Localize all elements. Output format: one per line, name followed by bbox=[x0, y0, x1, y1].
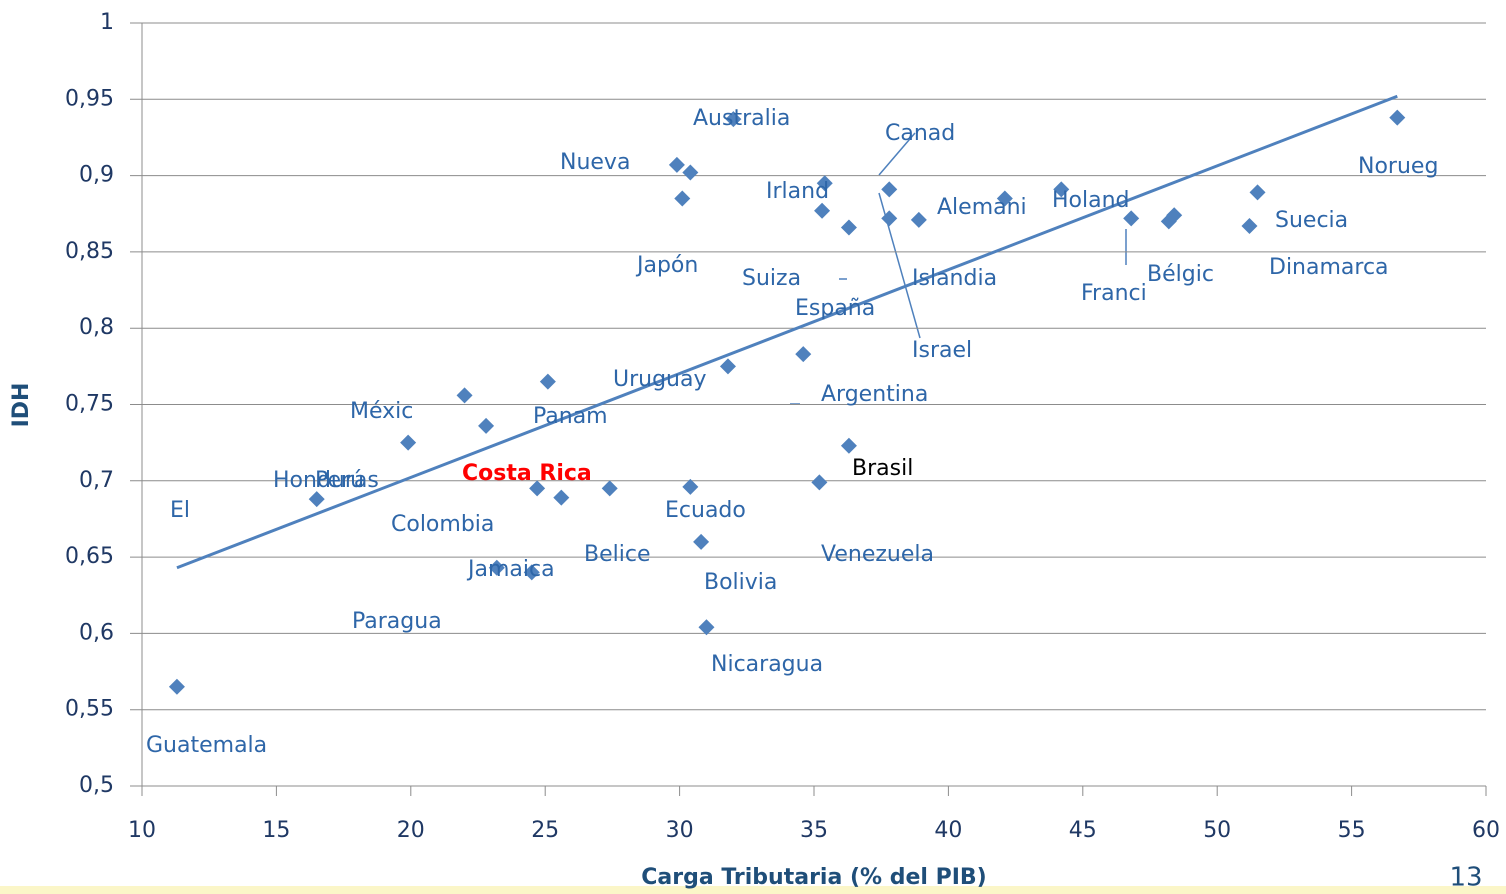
point bbox=[456, 387, 473, 404]
point bbox=[601, 480, 618, 497]
y-tick-label: 0,5 bbox=[79, 773, 114, 798]
point-label: Costa Rica bbox=[462, 461, 592, 486]
point-label: Canad bbox=[885, 121, 955, 146]
point-label: Venezuela bbox=[821, 542, 934, 567]
point bbox=[308, 491, 325, 508]
y-tick-label: 0,85 bbox=[65, 239, 114, 264]
point-label: Argentina bbox=[821, 382, 928, 407]
point-label: Guatemala bbox=[146, 733, 267, 758]
point bbox=[881, 210, 898, 227]
point-label: Bélgic bbox=[1147, 262, 1214, 287]
point bbox=[682, 164, 699, 181]
x-tick-label: 55 bbox=[1338, 818, 1366, 843]
y-tick-label: 1 bbox=[100, 10, 114, 35]
point bbox=[553, 489, 570, 506]
point-label: Nueva bbox=[560, 150, 630, 175]
point-label: Israel bbox=[912, 338, 972, 363]
y-tick-label: 0,65 bbox=[65, 544, 114, 569]
point bbox=[698, 619, 715, 636]
point-label: Franci bbox=[1081, 281, 1147, 306]
footer-strip bbox=[0, 886, 1506, 894]
y-tick-label: 0,55 bbox=[65, 697, 114, 722]
point-label: Ecuado bbox=[665, 498, 746, 523]
point-label: Méxic bbox=[350, 399, 413, 424]
x-tick-label: 45 bbox=[1069, 818, 1097, 843]
point bbox=[725, 111, 742, 128]
point-label: Honduras bbox=[273, 468, 379, 493]
y-tick-label: 0,75 bbox=[65, 392, 114, 417]
point-label: Holand bbox=[1052, 188, 1130, 213]
point-label: Dinamarca bbox=[1269, 255, 1389, 280]
point bbox=[539, 373, 556, 390]
point-label: Uruguay bbox=[613, 367, 707, 392]
y-tick-label: 0,95 bbox=[65, 86, 114, 111]
x-tick-label: 25 bbox=[531, 818, 559, 843]
x-tick-label: 20 bbox=[397, 818, 425, 843]
point-label: Colombia bbox=[391, 512, 494, 537]
point bbox=[488, 559, 505, 576]
point bbox=[693, 533, 710, 550]
point bbox=[910, 211, 927, 228]
x-axis-title: Carga Tributaria (% del PIB) bbox=[641, 865, 987, 890]
point bbox=[1160, 213, 1177, 230]
point bbox=[478, 417, 495, 434]
y-axis-title: IDH bbox=[9, 383, 34, 428]
x-tick-label: 35 bbox=[800, 818, 828, 843]
point-label: España bbox=[795, 296, 875, 321]
point bbox=[816, 175, 833, 192]
point bbox=[719, 358, 736, 375]
point bbox=[682, 478, 699, 495]
point-label: Irland bbox=[766, 179, 829, 204]
point bbox=[668, 156, 685, 173]
point-label: Norueg bbox=[1358, 154, 1438, 179]
point bbox=[840, 219, 857, 236]
y-tick-label: 0,9 bbox=[79, 163, 114, 188]
x-tick-label: 30 bbox=[666, 818, 694, 843]
x-tick-label: 10 bbox=[128, 818, 156, 843]
point-label: Alemani bbox=[937, 195, 1027, 220]
point bbox=[1123, 210, 1140, 227]
point-label: El bbox=[170, 498, 190, 523]
point-label: Perú bbox=[315, 468, 364, 493]
point bbox=[1241, 217, 1258, 234]
x-tick-label: 40 bbox=[934, 818, 962, 843]
x-tick-label: 50 bbox=[1203, 818, 1231, 843]
trend-line bbox=[176, 94, 1398, 570]
point-label: Panam bbox=[533, 404, 608, 429]
point bbox=[881, 181, 898, 198]
point bbox=[814, 202, 831, 219]
point bbox=[523, 564, 540, 581]
point bbox=[674, 190, 691, 207]
point bbox=[1249, 184, 1266, 201]
point bbox=[811, 474, 828, 491]
y-tick-label: 0,6 bbox=[79, 620, 114, 645]
y-tick-label: 0,7 bbox=[79, 468, 114, 493]
point-label: Bolivia bbox=[704, 570, 777, 595]
point-label: Islandia bbox=[912, 266, 997, 291]
point bbox=[795, 346, 812, 363]
point bbox=[840, 437, 857, 454]
point bbox=[996, 190, 1013, 207]
x-tick-label: 15 bbox=[262, 818, 290, 843]
x-tick-label: 60 bbox=[1472, 818, 1500, 843]
point-label: Jamaica bbox=[466, 557, 555, 582]
point bbox=[529, 480, 546, 497]
page-number: 13 bbox=[1449, 863, 1482, 893]
point-label: Belice bbox=[584, 542, 650, 567]
point bbox=[1389, 109, 1406, 126]
y-tick-label: 0,8 bbox=[79, 315, 114, 340]
point-label: Brasil bbox=[852, 456, 913, 481]
point bbox=[168, 678, 185, 695]
point-label: Suiza bbox=[742, 266, 801, 291]
point-label: Paragua bbox=[352, 609, 442, 634]
point-label: Australia bbox=[693, 106, 790, 131]
leader-line bbox=[878, 132, 916, 176]
point-label: Nicaragua bbox=[711, 652, 823, 677]
point bbox=[1053, 181, 1070, 198]
point-label: Suecia bbox=[1275, 208, 1348, 233]
point bbox=[400, 434, 417, 451]
point-label: Japón bbox=[635, 253, 698, 278]
